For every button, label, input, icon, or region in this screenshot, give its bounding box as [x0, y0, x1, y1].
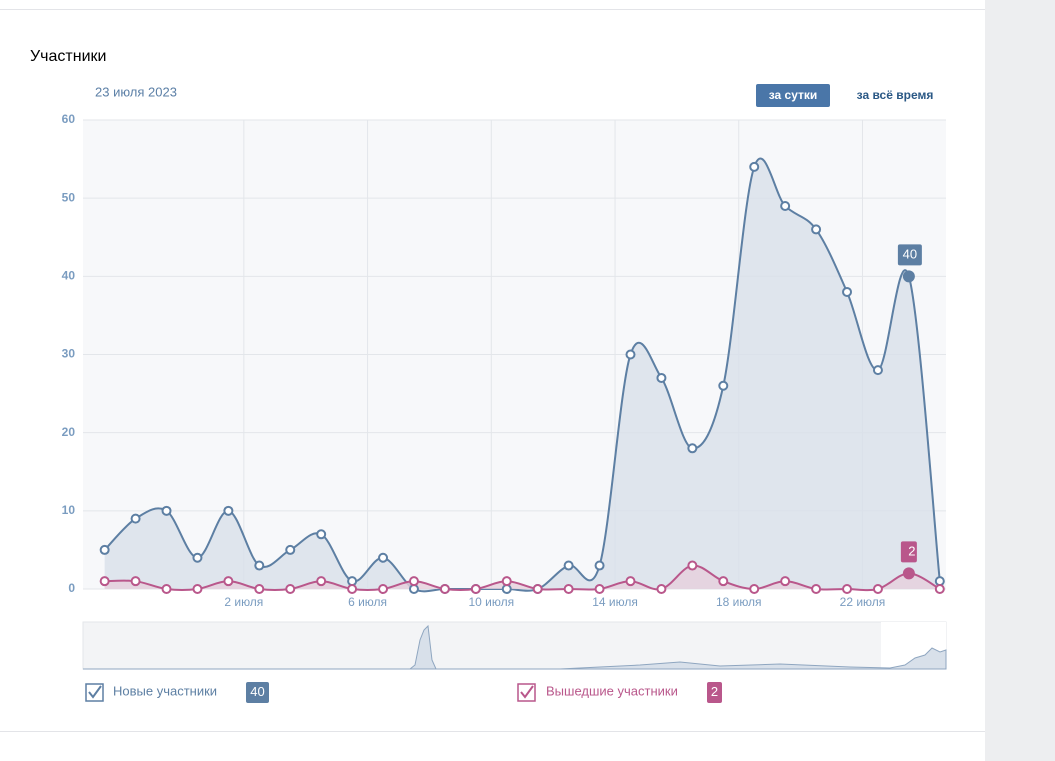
point — [934, 584, 945, 594]
x-tick-label: 18 июля — [716, 595, 762, 609]
x-tick-label: 2 июля — [224, 595, 263, 609]
point — [656, 372, 667, 383]
area — [104, 565, 940, 591]
point — [378, 552, 389, 563]
point — [811, 584, 822, 594]
point — [316, 529, 327, 540]
legend-badge — [246, 682, 269, 703]
point — [872, 365, 883, 376]
point — [594, 584, 605, 594]
point — [254, 560, 265, 571]
point — [749, 584, 760, 594]
point — [223, 576, 234, 587]
point — [316, 576, 327, 587]
navigator[interactable] — [82, 621, 947, 670]
legend-count: 40 — [250, 684, 264, 699]
y-tick-label: 30 — [62, 347, 76, 361]
point — [934, 576, 945, 587]
point — [99, 576, 110, 587]
x-tick-label: 10 июля — [468, 595, 514, 609]
x-tick-label: 14 июля — [592, 595, 638, 609]
legend-count: 2 — [711, 684, 718, 699]
checkmark — [88, 685, 102, 699]
point — [285, 544, 296, 555]
point — [780, 576, 791, 587]
point — [842, 286, 853, 297]
point — [718, 380, 729, 391]
point — [192, 552, 203, 563]
point — [99, 544, 110, 555]
line — [104, 564, 941, 592]
y-tick-label: 60 — [62, 112, 76, 126]
y-tick-label: 40 — [62, 269, 76, 283]
point — [749, 161, 760, 172]
sidebar — [985, 0, 1055, 761]
point — [625, 576, 636, 587]
point — [656, 584, 667, 594]
y-tick-label: 10 — [62, 503, 76, 517]
legend-badge — [707, 682, 722, 703]
point — [470, 584, 481, 594]
point — [223, 505, 234, 516]
point — [902, 270, 915, 283]
period-button[interactable] — [756, 84, 830, 107]
y-tick-label: 50 — [62, 190, 76, 204]
period-button-label[interactable]: за сутки — [769, 88, 818, 102]
value-label: 2 — [908, 543, 915, 558]
area — [104, 158, 940, 592]
point — [687, 443, 698, 454]
point — [780, 200, 791, 211]
point — [254, 584, 265, 594]
point — [408, 584, 419, 594]
value-badge — [897, 244, 922, 266]
point — [130, 513, 141, 524]
value-label: 40 — [903, 246, 917, 261]
period-button-label[interactable]: за всё время — [857, 88, 934, 102]
point — [347, 584, 358, 594]
point — [285, 584, 296, 594]
point — [501, 584, 512, 594]
point — [902, 567, 915, 580]
point — [594, 560, 605, 571]
point — [378, 584, 389, 594]
point — [872, 584, 883, 594]
point — [718, 576, 729, 587]
point — [687, 560, 698, 571]
point — [408, 576, 419, 587]
navigator-preview — [83, 624, 947, 670]
x-tick-label: 22 июля — [840, 595, 886, 609]
point — [625, 349, 636, 360]
legend-label[interactable]: Новые участники — [113, 683, 217, 698]
checkmark — [520, 685, 534, 699]
point — [563, 584, 574, 594]
y-tick-label: 20 — [62, 425, 76, 439]
y-tick-label: 0 — [68, 581, 75, 595]
point — [347, 576, 358, 587]
section-title: Участники — [30, 48, 106, 65]
value-badge — [900, 541, 917, 563]
point — [501, 576, 512, 587]
point — [532, 584, 543, 594]
point — [439, 584, 450, 594]
date: 23 июля 2023 — [95, 84, 177, 99]
point — [192, 584, 203, 594]
point — [161, 505, 172, 516]
x-tick-label: 6 июля — [348, 595, 387, 609]
point — [563, 560, 574, 571]
point — [161, 584, 172, 594]
point — [130, 576, 141, 587]
point — [811, 224, 822, 235]
point — [842, 584, 853, 594]
legend-label[interactable]: Вышедшие участники — [546, 683, 678, 698]
